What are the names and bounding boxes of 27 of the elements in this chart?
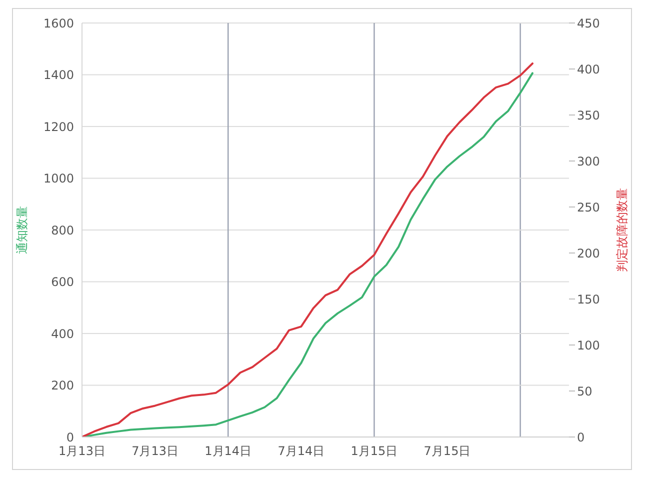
y2-tick-label: 50 [577, 384, 592, 398]
y-tick-label: 1400 [43, 68, 74, 82]
x-tick-label: 7月15日 [424, 444, 471, 458]
x-tick-label: 1月15日 [350, 444, 398, 458]
y2-tick-label: 150 [577, 292, 600, 306]
y2-tick-label: 400 [577, 62, 600, 76]
y2-tick-label: 350 [577, 108, 600, 122]
y-tick-label: 1600 [43, 16, 74, 30]
x-tick-label: 1月13日 [58, 444, 106, 458]
y2-tick-label: 250 [577, 200, 600, 214]
y-tick-label: 1200 [43, 120, 74, 134]
y2-tick-label: 450 [577, 16, 600, 30]
y-tick-label: 200 [51, 378, 74, 393]
x-tick-label: 7月14日 [278, 444, 325, 458]
y-axis-title: 通知数量 [15, 206, 29, 254]
y-tick-label: 400 [51, 326, 74, 341]
y-tick-label: 600 [51, 275, 74, 290]
y-tick-label: 1000 [43, 172, 74, 186]
y2-tick-label: 0 [577, 430, 585, 444]
y2-axis-title: 判定故障的数量 [615, 188, 629, 272]
y2-tick-label: 100 [577, 338, 600, 352]
x-tick-label: 7月13日 [132, 444, 179, 458]
y2-tick-label: 300 [577, 154, 600, 168]
x-tick-label: 1月14日 [204, 444, 252, 458]
y-tick-label: 0 [66, 430, 74, 444]
y-tick-label: 800 [51, 223, 74, 238]
y2-tick-label: 200 [577, 246, 600, 260]
